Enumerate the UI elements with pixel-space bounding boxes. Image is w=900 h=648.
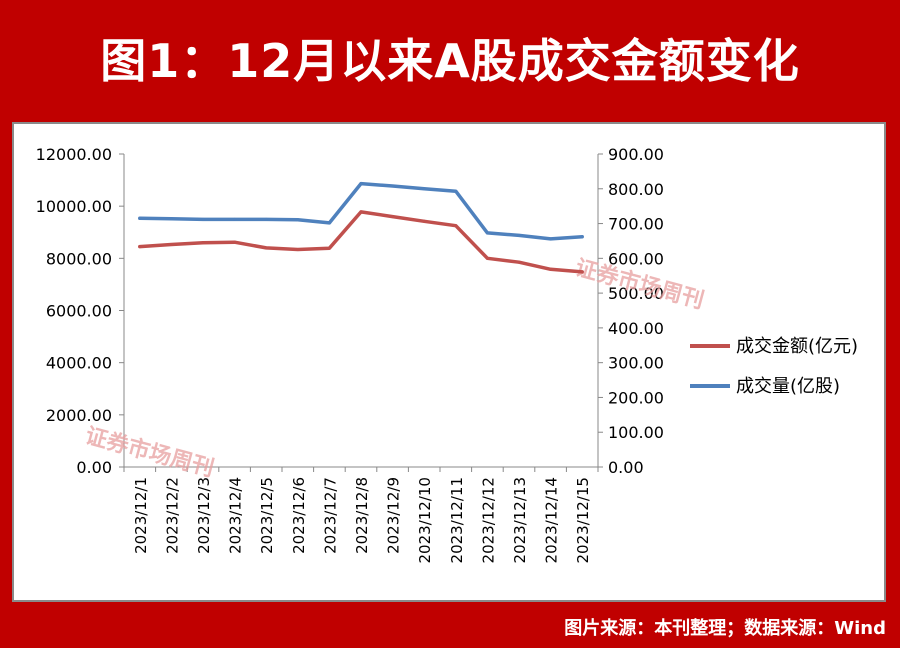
volume-data-point [138, 216, 142, 220]
legend-label-amount: 成交金额(亿元) [736, 336, 858, 357]
y2-tick-label: 400.00 [608, 319, 664, 338]
x-tick-label: 2023/12/8 [353, 477, 371, 554]
y-tick-label: 8000.00 [46, 249, 112, 268]
x-tick-label: 2023/12/12 [479, 477, 497, 563]
volume-data-point [517, 233, 521, 237]
amount-data-point [296, 247, 300, 251]
volume-data-point [485, 231, 489, 235]
y-tick-label: 2000.00 [46, 406, 112, 425]
volume-data-point [327, 221, 331, 225]
amount-data-point [485, 256, 489, 260]
x-tick-label: 2023/12/10 [416, 477, 434, 563]
volume-data-point [454, 189, 458, 193]
amount-data-point [454, 224, 458, 228]
x-tick-label: 2023/12/2 [163, 477, 181, 554]
x-tick-label: 2023/12/15 [574, 477, 592, 563]
header: 图1：12月以来A股成交金额变化 [0, 0, 900, 116]
y2-tick-label: 700.00 [608, 215, 664, 234]
chart-panel: 0.00 2000.00 4000.00 6000.00 8000.00 10000.00… [12, 122, 886, 602]
amount-data-point [359, 210, 363, 214]
amount-data-point [169, 243, 173, 247]
y2-tick-label: 800.00 [608, 180, 664, 199]
amount-data-point [138, 245, 142, 249]
y-tick-label: 12000.00 [36, 145, 112, 164]
source-note: 图片来源：本刊整理；数据来源：Wind [564, 618, 886, 639]
x-tick-label: 2023/12/9 [385, 477, 403, 554]
amount-data-point [549, 267, 553, 271]
amount-data-point [422, 219, 426, 223]
y2-tick-label: 900.00 [608, 145, 664, 164]
y2-tick-label: 200.00 [608, 388, 664, 407]
volume-data-point [233, 217, 237, 221]
volume-data-point [422, 187, 426, 191]
page-title: 图1：12月以来A股成交金额变化 [100, 34, 800, 88]
x-tick-label: 2023/12/6 [290, 477, 308, 554]
y2-tick-label: 600.00 [608, 249, 664, 268]
x-tick-label: 2023/12/5 [258, 477, 276, 554]
y2-tick-label: 300.00 [608, 354, 664, 373]
volume-data-point [264, 217, 268, 221]
volume-data-point [296, 218, 300, 222]
y-tick-label: 10000.00 [36, 197, 112, 216]
x-tick-label: 2023/12/3 [195, 477, 213, 554]
x-tick-label: 2023/12/13 [511, 477, 529, 563]
volume-data-point [391, 184, 395, 188]
y-tick-label: 4000.00 [46, 354, 112, 373]
x-tick-label: 2023/12/7 [321, 477, 339, 554]
footer: 图片来源：本刊整理；数据来源：Wind [0, 606, 900, 648]
y-tick-label: 0.00 [76, 458, 112, 477]
volume-data-point [359, 182, 363, 186]
amount-data-point [201, 241, 205, 245]
x-tick-label: 2023/12/14 [543, 477, 561, 563]
volume-data-point [549, 237, 553, 241]
y-tick-label: 6000.00 [46, 302, 112, 321]
line-chart: 0.00 2000.00 4000.00 6000.00 8000.00 10000.00… [36, 145, 858, 563]
x-tick-label: 2023/12/1 [132, 477, 150, 554]
amount-data-point [580, 270, 584, 274]
amount-data-point [233, 240, 237, 244]
amount-data-point [517, 260, 521, 264]
legend-label-volume: 成交量(亿股) [736, 376, 840, 397]
amount-data-point [391, 215, 395, 219]
y2-tick-label: 0.00 [608, 458, 644, 477]
x-tick-label: 2023/12/11 [448, 477, 466, 563]
x-tick-label: 2023/12/4 [227, 477, 245, 554]
y2-tick-label: 500.00 [608, 284, 664, 303]
volume-data-point [580, 235, 584, 239]
amount-data-point [264, 246, 268, 250]
amount-data-point [327, 246, 331, 250]
volume-data-point [169, 217, 173, 221]
volume-data-point [201, 217, 205, 221]
y2-tick-label: 100.00 [608, 423, 664, 442]
